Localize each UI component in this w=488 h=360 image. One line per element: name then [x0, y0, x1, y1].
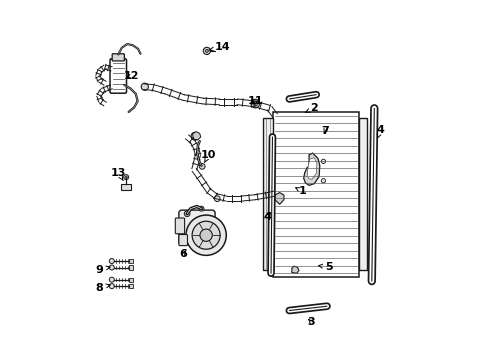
- Circle shape: [199, 206, 203, 211]
- Text: 4: 4: [264, 212, 271, 221]
- Circle shape: [125, 176, 127, 178]
- Circle shape: [185, 215, 226, 255]
- Text: 2: 2: [305, 103, 318, 113]
- Circle shape: [205, 49, 208, 52]
- Circle shape: [141, 83, 148, 90]
- Bar: [129, 265, 132, 270]
- Circle shape: [184, 211, 190, 217]
- FancyBboxPatch shape: [179, 234, 187, 246]
- Text: 7: 7: [321, 126, 328, 135]
- Circle shape: [123, 175, 128, 180]
- Bar: [121, 184, 131, 190]
- Polygon shape: [291, 266, 298, 273]
- Circle shape: [192, 221, 220, 249]
- Circle shape: [199, 163, 204, 169]
- Bar: [129, 278, 132, 282]
- Polygon shape: [274, 193, 284, 204]
- Text: 8: 8: [95, 283, 110, 293]
- Text: 13: 13: [110, 168, 126, 181]
- Circle shape: [191, 132, 199, 140]
- FancyBboxPatch shape: [110, 59, 126, 93]
- Text: 10: 10: [201, 150, 216, 163]
- Text: 9: 9: [95, 265, 110, 275]
- FancyBboxPatch shape: [179, 210, 215, 244]
- Circle shape: [214, 196, 220, 202]
- Bar: [273, 112, 359, 277]
- Circle shape: [109, 284, 114, 289]
- Circle shape: [321, 159, 325, 163]
- Circle shape: [109, 277, 114, 282]
- Circle shape: [109, 258, 114, 264]
- Bar: [129, 284, 132, 288]
- Text: 12: 12: [123, 71, 139, 81]
- FancyBboxPatch shape: [175, 218, 184, 234]
- Polygon shape: [303, 153, 319, 185]
- Bar: [263, 118, 273, 270]
- Text: 14: 14: [208, 42, 230, 52]
- Bar: [359, 118, 366, 270]
- Circle shape: [203, 47, 210, 54]
- Polygon shape: [192, 132, 201, 140]
- FancyBboxPatch shape: [112, 54, 124, 61]
- Polygon shape: [306, 158, 316, 179]
- Text: 3: 3: [306, 317, 314, 327]
- Text: 1: 1: [295, 186, 306, 197]
- Text: 5: 5: [318, 262, 332, 272]
- Circle shape: [250, 99, 259, 108]
- Text: 4: 4: [376, 125, 384, 138]
- Text: 6: 6: [179, 248, 187, 258]
- Text: 11: 11: [247, 96, 263, 106]
- Bar: [129, 259, 132, 263]
- Circle shape: [200, 229, 212, 241]
- Circle shape: [253, 102, 257, 106]
- Circle shape: [109, 265, 114, 270]
- Circle shape: [321, 179, 325, 183]
